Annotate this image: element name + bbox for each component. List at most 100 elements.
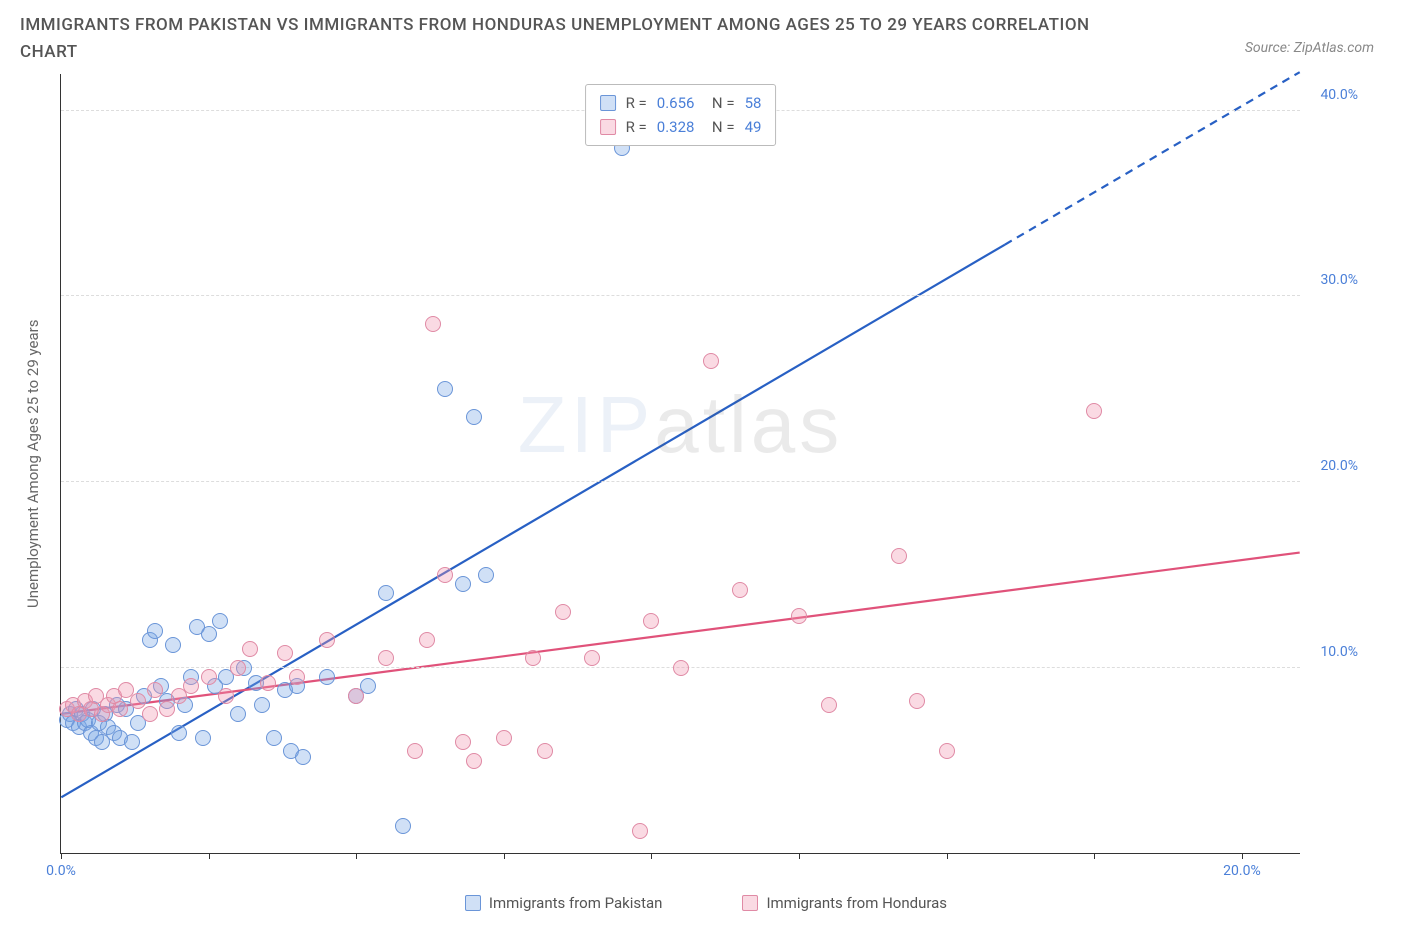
regression-line (61, 245, 1005, 798)
xtick (61, 853, 62, 859)
scatter-point (632, 823, 648, 839)
gridline (61, 481, 1300, 482)
scatter-point (378, 585, 394, 601)
ytick-label: 40.0% (1306, 87, 1358, 103)
stat-n-label: N = (704, 91, 734, 115)
xtick (651, 853, 652, 859)
scatter-point (266, 730, 282, 746)
watermark-zip: ZIP (518, 380, 654, 469)
watermark-atlas: atlas (654, 380, 843, 469)
regression-line (61, 553, 1299, 714)
scatter-point (348, 688, 364, 704)
scatter-point (201, 626, 217, 642)
stats-box: R =0.656 N =58R =0.328 N =49 (585, 84, 777, 146)
legend-swatch (600, 95, 616, 111)
scatter-point (395, 818, 411, 834)
scatter-point (201, 669, 217, 685)
ytick-label: 10.0% (1306, 644, 1358, 660)
scatter-point (319, 632, 335, 648)
legend-swatch (600, 119, 616, 135)
scatter-point (525, 650, 541, 666)
scatter-point (437, 381, 453, 397)
stat-r-value: 0.656 (657, 91, 695, 115)
scatter-point (295, 749, 311, 765)
stat-r-label: R = (626, 91, 647, 115)
regression-line-dashed (1005, 73, 1300, 245)
scatter-point (419, 632, 435, 648)
xtick (1094, 853, 1095, 859)
scatter-point (891, 548, 907, 564)
source-label: Source: ZipAtlas.com (1245, 40, 1374, 56)
scatter-plot: ZIPatlas R =0.656 N =58R =0.328 N =49 10… (60, 74, 1300, 854)
scatter-point (159, 701, 175, 717)
legend-item: Immigrants from Honduras (742, 894, 947, 912)
scatter-point (643, 613, 659, 629)
scatter-point (165, 637, 181, 653)
gridline (61, 295, 1300, 296)
xtick (799, 853, 800, 859)
scatter-point (195, 730, 211, 746)
scatter-point (425, 316, 441, 332)
xtick (356, 853, 357, 859)
scatter-point (319, 669, 335, 685)
stat-r-label: R = (626, 115, 647, 139)
chart-title: IMMIGRANTS FROM PAKISTAN VS IMMIGRANTS F… (20, 12, 1120, 66)
scatter-point (142, 706, 158, 722)
scatter-point (496, 730, 512, 746)
scatter-point (147, 623, 163, 639)
scatter-point (466, 753, 482, 769)
legend-swatch (742, 895, 758, 911)
scatter-point (909, 693, 925, 709)
stat-n-label: N = (704, 115, 734, 139)
scatter-point (277, 645, 293, 661)
scatter-point (555, 604, 571, 620)
xtick-label: 0.0% (46, 863, 76, 879)
legend-label: Immigrants from Pakistan (489, 894, 663, 912)
watermark: ZIPatlas (518, 379, 843, 471)
scatter-point (212, 613, 228, 629)
stats-row: R = 0.328 N = 49 (600, 115, 762, 139)
scatter-point (791, 608, 807, 624)
scatter-point (455, 734, 471, 750)
scatter-point (478, 567, 494, 583)
scatter-point (455, 576, 471, 592)
scatter-point (260, 675, 276, 691)
stat-n-value: 49 (745, 115, 762, 139)
scatter-point (289, 669, 305, 685)
scatter-point (254, 697, 270, 713)
stat-r-value: 0.328 (657, 115, 695, 139)
scatter-point (230, 660, 246, 676)
scatter-point (584, 650, 600, 666)
scatter-point (147, 682, 163, 698)
chart-container: Unemployment Among Ages 25 to 29 years Z… (20, 74, 1394, 884)
scatter-point (939, 743, 955, 759)
scatter-point (437, 567, 453, 583)
scatter-point (466, 409, 482, 425)
scatter-point (378, 650, 394, 666)
scatter-point (124, 734, 140, 750)
scatter-point (230, 706, 246, 722)
legend-swatch (465, 895, 481, 911)
ytick-label: 30.0% (1306, 272, 1358, 288)
y-axis-label: Unemployment Among Ages 25 to 29 years (20, 74, 46, 854)
scatter-point (703, 353, 719, 369)
scatter-point (673, 660, 689, 676)
ytick-label: 20.0% (1306, 458, 1358, 474)
legend-label: Immigrants from Honduras (766, 894, 947, 912)
xtick (209, 853, 210, 859)
xtick (1242, 853, 1243, 859)
scatter-point (821, 697, 837, 713)
scatter-point (732, 582, 748, 598)
legend-item: Immigrants from Pakistan (465, 894, 663, 912)
xtick (504, 853, 505, 859)
scatter-point (537, 743, 553, 759)
scatter-point (242, 641, 258, 657)
bottom-legend: Immigrants from Pakistan Immigrants from … (46, 894, 1366, 912)
scatter-point (183, 678, 199, 694)
scatter-point (218, 688, 234, 704)
scatter-point (171, 725, 187, 741)
scatter-point (112, 701, 128, 717)
scatter-point (407, 743, 423, 759)
xtick (947, 853, 948, 859)
xtick-label: 20.0% (1223, 863, 1261, 879)
